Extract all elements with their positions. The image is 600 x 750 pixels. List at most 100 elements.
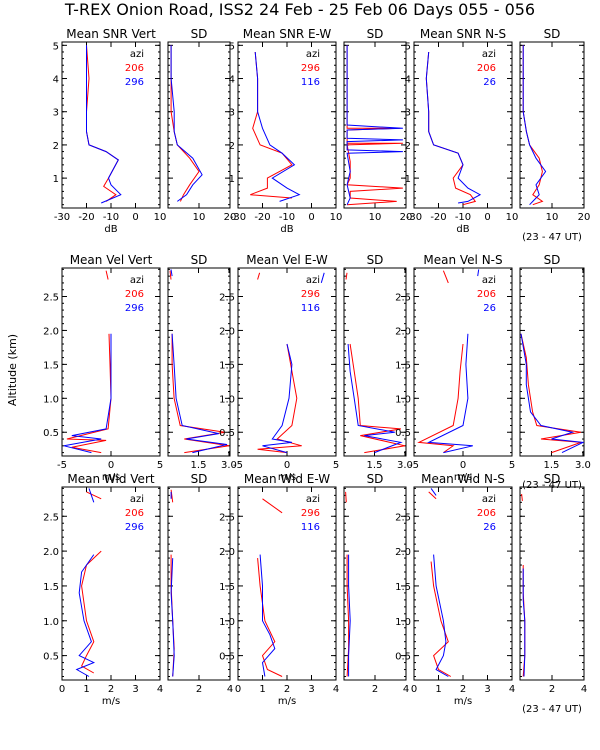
x-tick-label: 4 xyxy=(581,684,587,695)
x-tick-label: 5 xyxy=(157,460,163,471)
panel-6: SD 2 4 xyxy=(519,472,587,695)
y-tick-label: 2.5 xyxy=(43,293,59,304)
legend-entry-red: 206 xyxy=(125,289,144,300)
series-line-26 xyxy=(477,269,480,277)
y-tick-label: 1.5 xyxy=(395,582,411,593)
panel-frame xyxy=(237,41,337,209)
y-tick-label: 1.0 xyxy=(43,617,59,628)
series-line-296 xyxy=(170,269,173,277)
panel-title: SD xyxy=(544,27,561,41)
legend-azi-label: azi xyxy=(306,494,320,505)
x-tick-label: 20 xyxy=(578,212,591,223)
legend-entry-red: 206 xyxy=(477,63,496,74)
x-axis-label: dB xyxy=(280,224,293,235)
panel-frame xyxy=(61,486,161,681)
x-tick-label: 5 xyxy=(509,460,515,471)
y-tick-label: 1 xyxy=(229,174,235,185)
x-tick-label: 5 xyxy=(333,460,339,471)
x-tick-label: 20 xyxy=(400,212,413,223)
panel-5: Mean Vel N-S 0.5 1.0 1.5 2.0 2.5 -5 0 5 m/s azi 206… xyxy=(395,253,515,483)
series-line-116 xyxy=(346,45,403,205)
panel-1: Mean Wid Vert 0.5 1.0 1.5 2.0 2.5 0 1 2 3 4 m/s azi 2… xyxy=(43,472,163,707)
legend-entry-red: 206 xyxy=(125,508,144,519)
legend-azi-label: azi xyxy=(306,49,320,60)
panel-3: Mean Vel E-W 0.5 1.0 1.5 2.0 2.5 -5 0 5 m/s azi 296… xyxy=(219,253,339,483)
x-tick-label: 2 xyxy=(372,684,378,695)
panel-title: SD xyxy=(191,253,208,267)
series-line-26 xyxy=(430,488,437,496)
panel-frame xyxy=(167,267,231,457)
y-tick-label: 1.5 xyxy=(395,360,411,371)
x-tick-label: 0 xyxy=(308,212,314,223)
x-tick-label: 2 xyxy=(460,684,466,695)
x-axis-label: m/s xyxy=(454,472,472,483)
x-tick-label: 0 xyxy=(484,212,490,223)
y-tick-label: 1.0 xyxy=(219,617,235,628)
x-tick-label: 2 xyxy=(284,684,290,695)
x-tick-label: -20 xyxy=(78,212,94,223)
x-tick-label: 10 xyxy=(193,212,206,223)
panel-title: SD xyxy=(544,253,561,267)
legend-entry-red: 206 xyxy=(477,289,496,300)
legend-entry-red: 296 xyxy=(301,63,320,74)
series-line-26 xyxy=(433,554,449,677)
x-tick-label: -10 xyxy=(279,212,295,223)
time-range-note: (23 - 47 UT) xyxy=(522,232,582,243)
x-tick-label: 3 xyxy=(308,684,314,695)
x-tick-label: 2 xyxy=(108,684,114,695)
panel-frame xyxy=(237,486,337,681)
panel-title: SD xyxy=(367,253,384,267)
x-tick-label: -30 xyxy=(406,212,422,223)
legend-azi-label: azi xyxy=(482,275,496,286)
y-tick-label: 0.5 xyxy=(219,652,235,663)
x-tick-label: 1.5 xyxy=(544,460,560,471)
series-line-296 xyxy=(257,558,283,677)
legend-azi-label: azi xyxy=(482,494,496,505)
x-tick-label: 0 xyxy=(411,684,417,695)
series-line-26 xyxy=(520,333,584,454)
y-tick-label: 0.5 xyxy=(43,652,59,663)
series-line-116 xyxy=(320,272,325,284)
legend-entry-red: 296 xyxy=(301,508,320,519)
series-line-26 xyxy=(522,568,526,677)
x-tick-label: 0 xyxy=(460,460,466,471)
panel-frame xyxy=(413,267,513,457)
series-line-206 xyxy=(430,561,452,677)
panel-title: Mean SNR E-W xyxy=(243,27,332,41)
y-tick-label: 2 xyxy=(405,141,411,152)
y-tick-label: 2 xyxy=(53,141,59,152)
series-line-206 xyxy=(417,343,464,454)
series-line-296 xyxy=(171,333,228,454)
x-tick-label: -20 xyxy=(430,212,446,223)
y-tick-label: 0.5 xyxy=(395,428,411,439)
panel-6: SD 1.5 3.0 xyxy=(519,253,591,471)
figure-title: T-REX Onion Road, ISS2 24 Feb - 25 Feb 0… xyxy=(64,0,535,19)
x-tick-label: 2 xyxy=(549,684,555,695)
y-tick-label: 4 xyxy=(229,75,235,86)
x-tick-label: 0 xyxy=(235,684,241,695)
y-tick-label: 5 xyxy=(229,41,235,52)
panel-title: Mean Wid Vert xyxy=(67,472,154,486)
panel-4: SD 2 4 xyxy=(343,472,409,695)
x-tick-label: 3 xyxy=(484,684,490,695)
legend-entry-blue: 116 xyxy=(301,77,320,88)
panel-title: Mean Vel Vert xyxy=(70,253,153,267)
series-line-296 xyxy=(345,272,348,280)
panel-2: SD 10 20 xyxy=(167,27,236,223)
series-line-296 xyxy=(250,51,293,199)
x-tick-label: 4 xyxy=(403,684,409,695)
time-range-note: (23 - 47 UT) xyxy=(522,480,582,491)
x-tick-label: 4 xyxy=(227,684,233,695)
series-line-206 xyxy=(86,45,119,202)
series-line-206 xyxy=(169,270,172,280)
y-tick-label: 4 xyxy=(405,75,411,86)
x-tick-label: 3 xyxy=(132,684,138,695)
time-range-note: (23 - 47 UT) xyxy=(522,704,582,715)
y-tick-label: 2.5 xyxy=(395,293,411,304)
series-line-206 xyxy=(521,493,523,501)
panel-frame xyxy=(519,486,585,681)
panel-title: Mean SNR Vert xyxy=(66,27,156,41)
panel-frame xyxy=(167,41,231,209)
y-tick-label: 1.5 xyxy=(219,582,235,593)
